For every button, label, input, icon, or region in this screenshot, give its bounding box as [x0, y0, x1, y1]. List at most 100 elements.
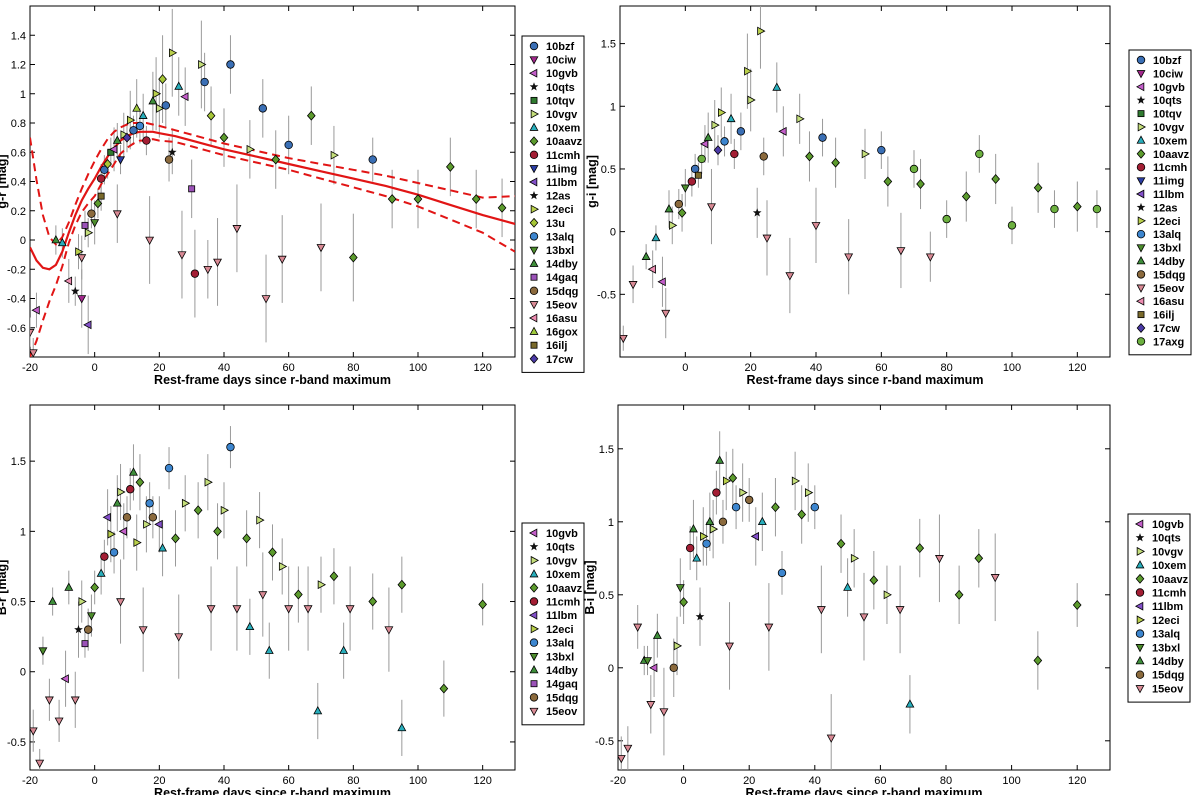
data-point-10aavz [349, 252, 358, 263]
model-upper-bound [30, 122, 515, 246]
data-point-15eov [706, 203, 716, 212]
legend-marker-10xem [1135, 560, 1145, 569]
legend-label: 12as [1153, 202, 1177, 214]
plot-area [620, 6, 1102, 351]
x-tick-label: 20 [743, 775, 755, 787]
legend-marker-14dby [1135, 655, 1145, 665]
data-point-10aavz [478, 599, 487, 610]
data-point-15eov [618, 755, 626, 764]
legend-marker-11img [529, 165, 539, 174]
legend-label: 11cmh [546, 150, 581, 162]
data-point-10aavz [679, 597, 688, 608]
legend-label: 11cmh [546, 597, 581, 609]
legend-marker-10tqv [530, 96, 538, 104]
legend-label: 10vgv [546, 555, 578, 567]
data-point-13alq [226, 442, 235, 452]
legend-label: 12as [546, 191, 570, 203]
data-point-13bxl [86, 612, 96, 621]
data-point-15eov [30, 727, 38, 736]
data-point-15eov [620, 334, 628, 344]
x-tick-label: 20 [745, 362, 757, 374]
data-point-17axg [1007, 221, 1017, 230]
y-tick-label: -0.4 [7, 294, 26, 306]
data-point-13alq [109, 548, 119, 557]
legend-label: 16asu [1153, 296, 1184, 308]
x-tick-label: 60 [874, 775, 886, 787]
data-point-10qts [695, 612, 705, 621]
data-point-15eov [816, 606, 826, 615]
data-point-10aavz [471, 194, 481, 205]
data-point-10bzf [736, 127, 746, 136]
legend-marker-15eov [529, 301, 539, 310]
legend-label: 12eci [1153, 216, 1181, 228]
data-point-11cmh [687, 177, 697, 186]
data-point-15dqg [745, 495, 754, 505]
data-point-10vgv [198, 60, 207, 69]
legend-marker-16gox [529, 326, 539, 335]
legend-marker-10vgv [530, 555, 540, 565]
legend-marker-12eci [1136, 615, 1146, 625]
data-point-10aavz [329, 571, 339, 582]
plot-area [30, 426, 487, 770]
data-point-10xem [757, 516, 767, 526]
data-point-10aavz [916, 179, 925, 189]
data-point-15eov [859, 613, 869, 622]
model-lower-bound [30, 138, 515, 357]
legend-label: 12eci [546, 204, 574, 216]
legend-marker-15eov [1135, 685, 1145, 694]
data-point-10qts [167, 147, 177, 156]
legend-marker-10aavz [1136, 148, 1146, 159]
x-tick-label: 120 [1068, 775, 1086, 787]
data-point-14dby [64, 582, 74, 591]
data-point-15dqg [83, 625, 93, 634]
legend-label: 14dby [1152, 656, 1185, 668]
data-point-16ilj [97, 192, 105, 200]
data-point-10vgv [850, 553, 860, 563]
legend-marker-11cmh [1136, 162, 1146, 172]
legend-label: 10gvb [546, 68, 578, 80]
data-point-13alq [810, 503, 819, 512]
data-point-13u [158, 74, 167, 85]
legend-label: 11lbm [546, 610, 577, 622]
legend-marker-15dqg [1135, 670, 1145, 679]
data-point-10aavz [497, 202, 507, 213]
data-point-15dqg [87, 209, 96, 218]
data-point-10aavz [831, 157, 840, 168]
data-point-15eov [112, 210, 122, 219]
x-tick-label: 0 [682, 362, 688, 374]
legend-marker-11cmh [1135, 588, 1145, 597]
data-point-17cw [713, 145, 723, 156]
data-point-10xem [158, 543, 168, 552]
data-point-10vgv [709, 524, 719, 534]
data-point-10aavz [771, 502, 780, 513]
legend-marker-10xem [529, 569, 539, 578]
legend-marker-10tqv [1137, 110, 1145, 118]
x-tick-label: 80 [941, 362, 953, 374]
data-point-10ciw [77, 295, 87, 304]
data-point-10xem [138, 110, 148, 119]
data-point-14gaq [81, 640, 89, 648]
data-point-14dby [703, 132, 713, 141]
legend-marker-10qts [1136, 95, 1146, 104]
x-tick-label: 100 [1002, 775, 1020, 787]
legend-label: 17cw [546, 354, 573, 366]
data-point-10vgv [181, 498, 191, 508]
y-axis-label: B-r [mag] [0, 560, 9, 616]
data-point-11img [116, 156, 126, 165]
data-point-15eov [623, 744, 633, 754]
plot-frame [29, 404, 516, 771]
data-point-15eov [316, 244, 326, 253]
data-point-10aavz [93, 198, 103, 209]
legend-marker-11lbm [1135, 189, 1145, 199]
legend-label: 15dqg [546, 692, 578, 704]
data-point-10bzf [284, 140, 293, 150]
y-tick-label: 0.5 [599, 590, 614, 602]
legend-label: 10vgv [1152, 546, 1184, 558]
data-point-13bxl [38, 647, 48, 656]
legend-label: 12eci [546, 624, 574, 636]
data-point-10aavz [915, 543, 925, 554]
data-point-14dby [652, 630, 662, 639]
x-tick-label: 100 [409, 362, 427, 374]
data-point-10aavz [439, 683, 449, 694]
data-point-13bxl [675, 584, 685, 593]
